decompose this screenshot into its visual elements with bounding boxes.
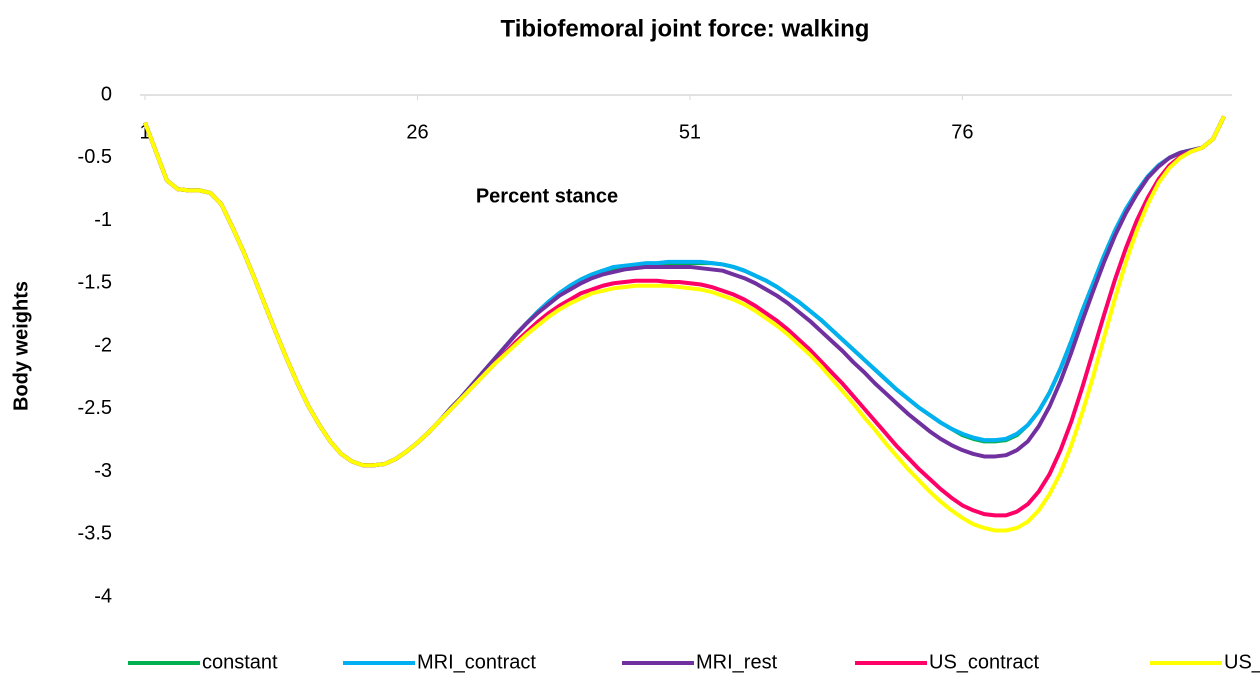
x-tick-label: 26 xyxy=(406,121,428,143)
legend-label: US_rest xyxy=(1224,651,1260,673)
x-tick-label: 1 xyxy=(139,121,150,143)
legend-label: MRI_contract xyxy=(417,651,536,673)
x-tick-label: 51 xyxy=(679,121,701,143)
y-tick-label: -4 xyxy=(94,585,112,607)
y-tick-label: -2.5 xyxy=(78,397,112,419)
y-tick-label: -0.5 xyxy=(78,146,112,168)
x-axis-title: Percent stance xyxy=(476,185,618,207)
series-line xyxy=(143,115,1226,468)
y-tick-label: -1.5 xyxy=(78,272,112,294)
y-tick-label: -3.5 xyxy=(78,523,112,545)
x-tick-label: 76 xyxy=(951,121,973,143)
legend-label: constant xyxy=(202,651,278,673)
legend-label: US_contract xyxy=(929,651,1039,673)
series-line xyxy=(143,115,1226,468)
series-line xyxy=(143,115,1226,533)
y-tick-label: -3 xyxy=(94,460,112,482)
y-tick-label: -1 xyxy=(94,209,112,231)
series-line xyxy=(143,115,1226,468)
chart-title: Tibiofemoral joint force: walking xyxy=(501,15,870,42)
legend-label: MRI_rest xyxy=(696,651,778,673)
y-tick-label: 0 xyxy=(101,83,112,105)
y-tick-label: -2 xyxy=(94,334,112,356)
series-line xyxy=(143,115,1226,518)
y-axis-title: Body weights xyxy=(10,281,32,411)
